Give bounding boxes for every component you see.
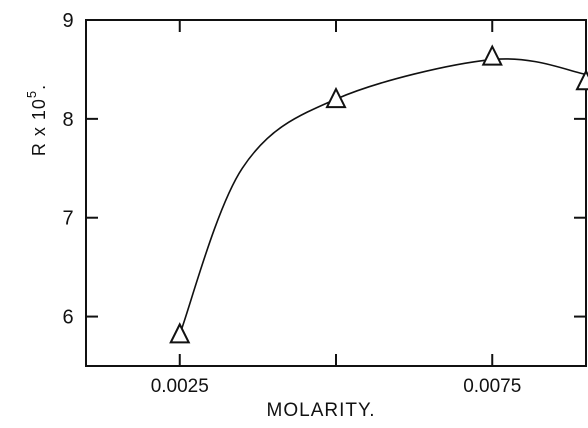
data-point-triangle xyxy=(575,69,588,91)
y-axis-label: R x 105. xyxy=(24,84,49,156)
tick-marks xyxy=(86,19,586,366)
y-axis-label-exponent: 5 xyxy=(24,90,39,98)
y-tick-label: 9 xyxy=(62,10,73,32)
y-axis-label-group: R x 105. xyxy=(24,84,49,156)
y-tick-label: 8 xyxy=(62,109,73,131)
y-tick-label: 7 xyxy=(62,208,73,230)
fit-curve xyxy=(179,58,587,335)
x-tick-label: 0.0025 xyxy=(151,376,209,397)
y-axis-label-main: R x 10 xyxy=(29,98,49,156)
x-tick-label: 0.0075 xyxy=(463,376,521,397)
x-axis-label: MOLARITY. xyxy=(267,400,376,421)
tick-labels: 6 7 8 9 0.0025 0.0075 xyxy=(62,10,521,397)
data-point-triangle xyxy=(169,322,191,344)
plot-frame xyxy=(85,19,587,367)
data-point-triangle xyxy=(481,44,503,66)
axes xyxy=(85,19,587,367)
data-point-triangle xyxy=(325,86,347,109)
y-tick-label: 6 xyxy=(62,307,73,329)
data-points xyxy=(169,44,588,344)
y-axis-label-suffix: . xyxy=(29,84,49,90)
